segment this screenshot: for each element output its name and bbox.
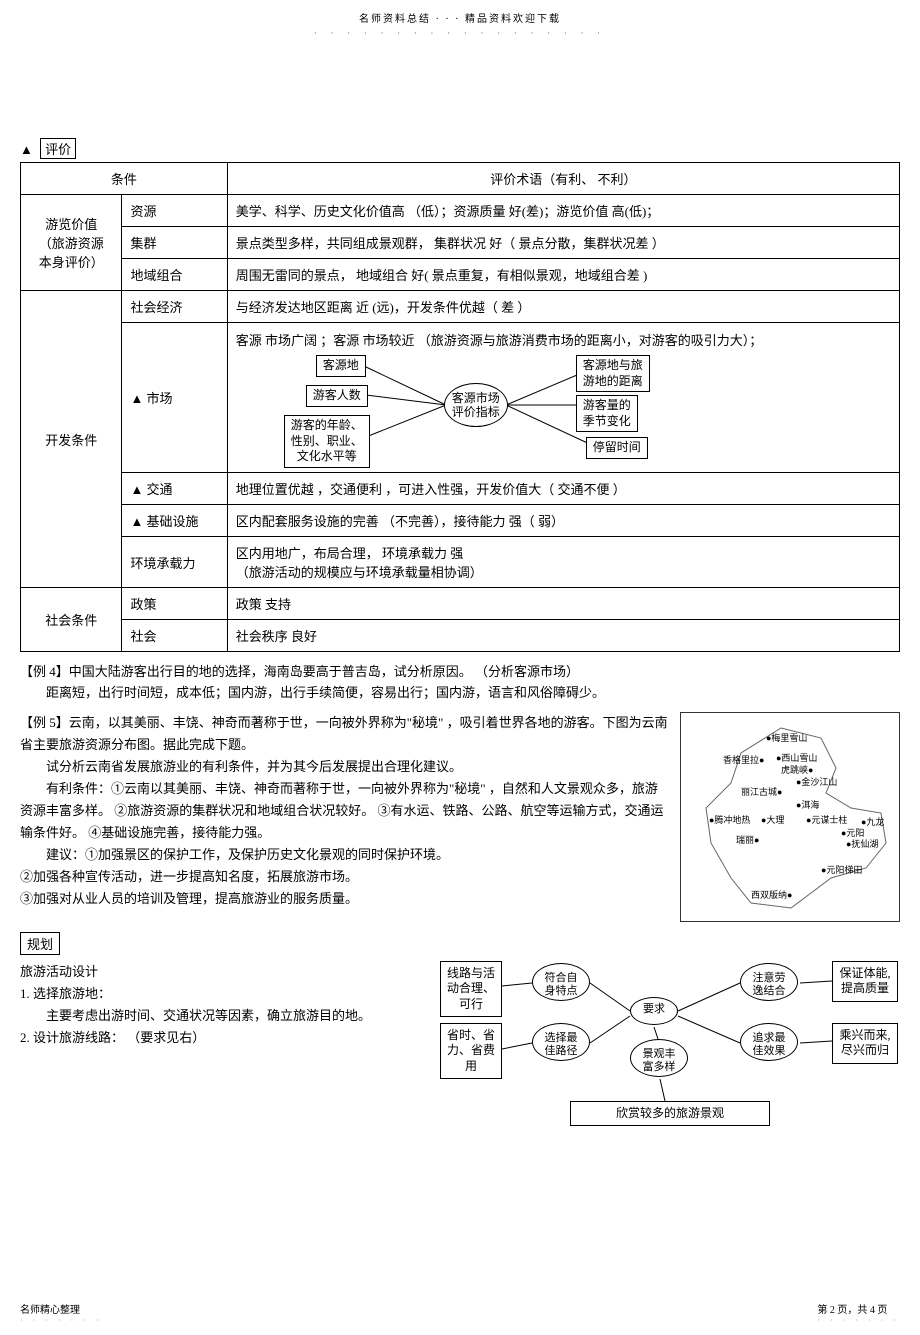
dround: 选择最佳路径 <box>532 1023 590 1061</box>
header-dots: · · · · · · · · · · · · · · · · · · <box>20 29 900 38</box>
ex4-title: 【例 4】中国大陆游客出行目的地的选择，海南岛要高于普吉岛，试分析原因。 （分析… <box>20 662 900 683</box>
cell: 地理位置优越 ，交通便利 ，可进入性强，开发价值大（ 交通不便 ） <box>227 473 899 505</box>
cell: ▲ 交通 <box>122 473 227 505</box>
cell: 地域组合 <box>122 259 227 291</box>
plan-p1a: 主要考虑出游时间、交通状况等因素，确立旅游目的地。 <box>20 1005 430 1027</box>
dbox: 保证体能,提高质量 <box>832 961 898 1002</box>
cell: 社会经济 <box>122 291 227 323</box>
cell-dev-condition: 开发条件 <box>21 291 122 588</box>
cell-tour-value: 游览价值（旅游资源本身评价） <box>21 195 122 291</box>
footer-dots-left: · · · · · · · <box>20 1316 103 1325</box>
map-node: 香格里拉● <box>723 753 764 766</box>
market-center: 客源市场评价指标 <box>444 383 508 427</box>
footer: 名师精心整理 · · · · · · · 第 2 页，共 4 页 · · · ·… <box>20 1301 900 1325</box>
header-title: 名师资料总结 · · · 精品资料欢迎下载 <box>20 10 900 25</box>
eval-table: 条件 评价术语（有利、 不利） 游览价值（旅游资源本身评价） 资源 美学、科学、… <box>20 162 900 652</box>
ex5-ans2-2: ②加强各种宣传活动，进一步提高知名度，拓展旅游市场。 <box>20 866 668 888</box>
cell: 景点类型多样，共同组成景观群， 集群状况 好（ 景点分散，集群状况差 ） <box>227 227 899 259</box>
plan-content: 旅游活动设计 1. 选择旅游地： 主要考虑出游时间、交通状况等因素，确立旅游目的… <box>20 961 900 1141</box>
route-diagram: 线路与活动合理、可行 省时、省力、省费用 保证体能,提高质量 乘兴而来,尽兴而归… <box>440 961 900 1141</box>
market-node: 停留时间 <box>586 437 648 459</box>
map-node: ●金沙江山 <box>796 775 837 788</box>
dround: 注意劳逸结合 <box>740 963 798 1001</box>
ex4-answer: 距离短，出行时间短，成本低；国内游，出行手续简便，容易出行；国内游，语言和风俗障… <box>20 683 900 704</box>
map-node: 丽江古城● <box>741 785 782 798</box>
map-node: ●元谋士柱 <box>806 813 847 826</box>
dbox: 线路与活动合理、可行 <box>440 961 502 1018</box>
plan-p2: 2. 设计旅游线路： （要求见右） <box>20 1027 430 1049</box>
cell: ▲ 市场 <box>122 323 227 473</box>
market-node: 游客量的季节变化 <box>576 395 638 432</box>
cell: ▲ 基础设施 <box>122 505 227 537</box>
ex5-ans2-1: 建议：①加强景区的保护工作，及保护历史文化景观的同时保护环境。 <box>20 844 668 866</box>
th-condition: 条件 <box>21 163 228 195</box>
cell: 区内用地广，布局合理， 环境承载力 强（旅游活动的规模应与环境承载量相协调） <box>227 537 899 588</box>
plan-title: 旅游活动设计 <box>20 961 430 983</box>
map-node: ●梅里雪山 <box>766 731 807 744</box>
cell: 资源 <box>122 195 227 227</box>
market-cell: 客源 市场广阔 ；客源 市场较近 （旅游资源与旅游消费市场的距离小，对游客的吸引… <box>227 323 899 473</box>
ex5-ans2-3: ③加强对从业人员的培训及管理，提高旅游业的服务质量。 <box>20 888 668 910</box>
cell: 集群 <box>122 227 227 259</box>
dbox: 省时、省力、省费用 <box>440 1023 502 1080</box>
cell: 环境承载力 <box>122 537 227 588</box>
market-node: 游客人数 <box>306 385 368 407</box>
cell: 政策 <box>122 588 227 620</box>
triangle: ▲ <box>20 142 33 158</box>
planning-section: 规划 <box>20 922 900 955</box>
cell: 美学、科学、历史文化价值高 （低）；资源质量 好(差)；游览价值 高(低)； <box>227 195 899 227</box>
yunnan-map: ●梅里雪山香格里拉●●西山雪山虎跳峡●●金沙江山丽江古城●●洱海●腾冲地热●大理… <box>680 712 900 922</box>
plan-p1: 1. 选择旅游地： <box>20 983 430 1005</box>
map-node: ●腾冲地热 <box>709 813 750 826</box>
map-node: 瑞丽● <box>736 833 759 846</box>
ex5-ans1: 有利条件：①云南以其美丽、丰饶、神奇而著称于世，一向被外界称为"秘境" ，自然和… <box>20 778 668 844</box>
ex5-title: 【例 5】云南，以其美丽、丰饶、神奇而著称于世，一向被外界称为"秘境" ，吸引着… <box>20 712 668 756</box>
map-node: ●大理 <box>761 813 784 826</box>
map-node: ●洱海 <box>796 798 819 811</box>
eval-label: 评价 <box>40 138 76 159</box>
dround: 符合自身特点 <box>532 963 590 1001</box>
cell: 区内配套服务设施的完善 （不完善），接待能力 强（ 弱） <box>227 505 899 537</box>
planning-label: 规划 <box>20 932 60 955</box>
map-node: ●九龙 <box>861 815 884 828</box>
market-node: 客源地 <box>316 355 366 377</box>
map-node: 西双版纳● <box>751 888 792 901</box>
cell: 周围无雷同的景点， 地域组合 好( 景点重复，有相似景观，地域组合差 ) <box>227 259 899 291</box>
cell: 与经济发达地区距离 近 (远)，开发条件优越（ 差 ） <box>227 291 899 323</box>
cell: 政策 支持 <box>227 588 899 620</box>
dbox: 乘兴而来,尽兴而归 <box>832 1023 898 1064</box>
th-terms: 评价术语（有利、 不利） <box>227 163 899 195</box>
market-node: 客源地与旅游地的距离 <box>576 355 650 392</box>
map-node: ●元阳梯田 <box>821 863 862 876</box>
cell-social: 社会条件 <box>21 588 122 652</box>
cell: 社会秩序 良好 <box>227 620 899 652</box>
dround: 追求最佳效果 <box>740 1023 798 1061</box>
example-5: 【例 5】云南，以其美丽、丰饶、神奇而著称于世，一向被外界称为"秘境" ，吸引着… <box>20 712 900 922</box>
dround: 要求 <box>630 997 678 1025</box>
example-4: 【例 4】中国大陆游客出行目的地的选择，海南岛要高于普吉岛，试分析原因。 （分析… <box>20 662 900 704</box>
ex5-q: 试分析云南省发展旅游业的有利条件，并为其今后发展提出合理化建议。 <box>20 756 668 778</box>
market-node: 游客的年龄、性别、职业、文化水平等 <box>284 415 370 468</box>
eval-section-label: ▲ 评价 <box>20 138 900 162</box>
dbox: 欣赏较多的旅游景观 <box>570 1101 770 1127</box>
map-node: ●抚仙湖 <box>846 837 878 850</box>
market-text: 客源 市场广阔 ；客源 市场较近 （旅游资源与旅游消费市场的距离小，对游客的吸引… <box>236 330 891 349</box>
dround: 景观丰富多样 <box>630 1039 688 1077</box>
cell: 社会 <box>122 620 227 652</box>
footer-dots-right: · · · · · · · <box>817 1316 900 1325</box>
